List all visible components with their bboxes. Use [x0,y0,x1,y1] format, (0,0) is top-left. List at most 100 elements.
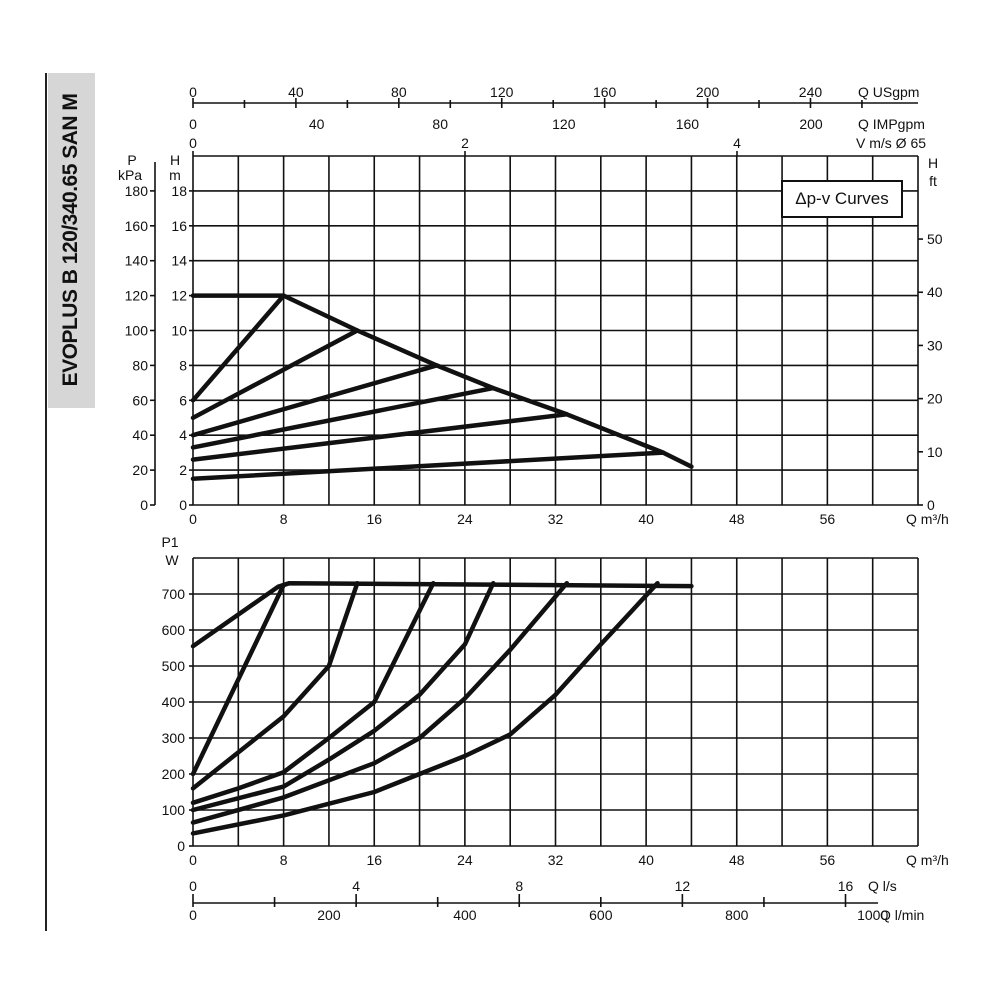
usgpm-tick-label: 0 [189,84,197,100]
usgpm-tick-label: 40 [288,84,304,100]
ft-axis-label: H [928,155,938,171]
kpa-tick-label: 40 [132,427,148,443]
m-tick-label: 18 [171,183,187,199]
x-tick-label: 8 [280,852,288,868]
x-axis-label: Q m³/h [906,511,949,527]
x-tick-label: 0 [189,852,197,868]
kpa-tick-label: 160 [125,218,149,234]
impgpm-tick-label: 40 [309,116,325,132]
x-axis-label: Q m³/h [906,852,949,868]
x-tick-label: 16 [366,511,382,527]
x-tick-label: 24 [457,852,473,868]
impgpm-tick-label: 160 [676,116,700,132]
head-curve-4 [190,385,496,450]
head-curve-6 [190,450,666,482]
lmin-axis-label: Q l/min [880,907,924,923]
velocity-tick-label: 4 [733,135,741,151]
lmin-tick-label: 600 [589,907,613,923]
ls-tick-label: 4 [352,878,360,894]
m-tick-label: 4 [179,427,187,443]
ft-tick-label: 40 [927,284,943,300]
x-tick-label: 32 [548,511,564,527]
lmin-tick-label: 800 [725,907,749,923]
x-tick-label: 8 [280,511,288,527]
usgpm-tick-label: 120 [490,84,514,100]
impgpm-axis-label: Q IMPgpm [858,116,925,132]
ft-tick-label: 10 [927,444,943,460]
power-curve-4 [190,580,496,813]
usgpm-tick-label: 240 [799,84,823,100]
w-tick-label: 300 [162,730,186,746]
power-curve-1 [190,582,286,777]
x-tick-label: 16 [366,852,382,868]
ls-axis-label: Q l/s [868,878,897,894]
lmin-tick-label: 1000 [857,907,888,923]
ft-tick-label: 20 [927,391,943,407]
power-curve-6 [190,580,660,836]
kpa-tick-label: 100 [125,323,149,339]
x-tick-label: 56 [820,852,836,868]
kpa-tick-label: 60 [132,392,148,408]
legend-label: Δp-v Curves [795,189,889,208]
lmin-tick-label: 200 [317,907,341,923]
w-tick-label: 400 [162,694,186,710]
velocity-axis-label: V m/s Ø 65 [856,135,926,151]
kpa-tick-label: 180 [125,183,149,199]
ft-tick-label: 0 [927,497,935,513]
legend-box: Δp-v Curves [781,180,903,218]
x-tick-label: 40 [638,511,654,527]
head-curve-3 [190,363,439,438]
velocity-tick-label: 2 [461,135,469,151]
m-tick-label: 16 [171,218,187,234]
ls-tick-label: 16 [838,878,854,894]
velocity-tick-label: 0 [189,135,197,151]
lmin-tick-label: 0 [189,907,197,923]
p1-axis-label: P1 [161,534,178,550]
head-curve-5 [190,412,570,462]
sidebar-divider [45,73,47,931]
m-tick-label: 8 [179,357,187,373]
model-sidebar [48,73,95,408]
x-tick-label: 48 [729,511,745,527]
m-tick-label: 0 [179,497,187,513]
impgpm-tick-label: 120 [552,116,576,132]
head-max-curve [190,293,694,469]
w-tick-label: 700 [162,586,186,602]
x-tick-label: 24 [457,511,473,527]
power-curve-5 [190,580,570,825]
usgpm-axis-label: Q USgpm [858,84,919,100]
usgpm-tick-label: 160 [593,84,617,100]
p1-axis-unit: W [165,552,179,568]
head-curve-1 [190,293,286,403]
m-tick-label: 6 [179,392,187,408]
impgpm-tick-label: 0 [189,116,197,132]
impgpm-tick-label: 80 [432,116,448,132]
m-axis-unit: m [169,167,181,183]
head-curve-2 [190,328,360,421]
w-tick-label: 100 [162,802,186,818]
kpa-axis-label: P [127,152,136,168]
ft-tick-label: 50 [927,231,943,247]
x-tick-label: 40 [638,852,654,868]
ls-tick-label: 0 [189,878,197,894]
ls-tick-label: 8 [515,878,523,894]
w-tick-label: 600 [162,622,186,638]
w-tick-label: 0 [177,838,185,854]
kpa-tick-label: 140 [125,253,149,269]
ls-tick-label: 12 [675,878,691,894]
power-curve-2 [190,580,360,791]
usgpm-tick-label: 80 [391,84,407,100]
m-tick-label: 10 [171,323,187,339]
x-tick-label: 0 [189,511,197,527]
m-tick-label: 2 [179,462,187,478]
lmin-tick-label: 400 [453,907,477,923]
power-curve-3 [190,580,436,806]
kpa-tick-label: 80 [132,357,148,373]
m-axis-label: H [170,152,180,168]
w-tick-label: 200 [162,766,186,782]
usgpm-tick-label: 200 [696,84,720,100]
kpa-tick-label: 120 [125,288,149,304]
kpa-axis-unit: kPa [118,167,142,183]
x-tick-label: 56 [820,511,836,527]
ft-tick-label: 30 [927,337,943,353]
